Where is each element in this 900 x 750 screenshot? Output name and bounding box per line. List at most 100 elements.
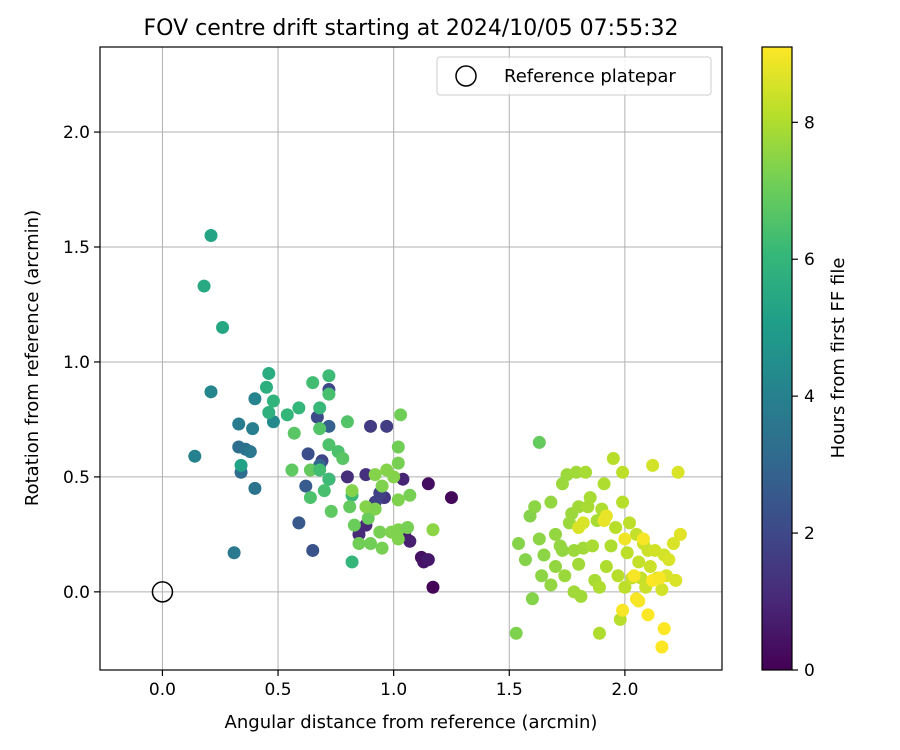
data-point [352,537,366,551]
data-point [620,546,634,560]
data-point [666,537,680,551]
reference-point-marker [151,581,174,603]
data-point [662,553,676,567]
data-point [266,394,280,408]
colorbar-tick-label: 6 [804,250,815,270]
data-point [586,539,600,553]
data-point [285,463,299,477]
y-tick-label: 2.0 [63,123,90,143]
data-point [306,376,320,390]
legend: Reference platepar [436,56,712,96]
data-point [322,387,336,401]
data-point [361,511,375,525]
data-point [632,594,646,608]
data-point [345,555,359,569]
data-point [391,456,405,470]
data-point [403,534,417,548]
colorbar-tick-label: 0 [804,661,815,681]
data-point [555,543,569,557]
data-point [653,571,667,585]
data-point [657,622,671,636]
data-point [606,452,620,466]
data-point [301,447,315,461]
grid-lines [100,47,722,670]
chart-title: FOV centre drift starting at 2024/10/05 … [144,16,679,41]
x-axis-label: Angular distance from reference (arcmin) [225,712,598,733]
data-point [322,438,336,452]
data-point [599,560,613,574]
data-point [375,541,389,555]
data-point [204,229,218,243]
y-tick-label: 1.5 [63,238,90,258]
data-point [340,470,354,484]
data-point [426,523,440,537]
colorbar-ticks: 0 2 4 6 8 [792,113,815,681]
data-point [391,532,405,546]
data-point [322,369,336,383]
x-tick-label: 0.5 [265,680,292,700]
data-point [641,608,655,622]
data-point [359,468,373,482]
data-point [609,520,623,534]
data-point [618,580,632,594]
legend-label-reference: Reference platepar [504,66,676,87]
data-point [616,603,630,617]
data-point [303,463,317,477]
data-point [444,491,458,505]
legend-marker-reference [455,65,477,87]
data-point [248,481,262,495]
data-point [616,465,630,479]
data-point [592,626,606,640]
data-point [655,583,669,597]
data-point [227,546,241,560]
data-point [421,477,435,491]
data-point [549,560,563,574]
data-point [336,452,350,466]
data-point [401,520,415,534]
data-point [632,555,646,569]
plot-area [99,46,723,671]
data-point [403,488,417,502]
data-point [604,539,618,553]
x-tick-label: 1.0 [380,680,407,700]
data-point [262,366,276,380]
data-point [509,626,523,640]
data-point [544,495,558,509]
data-point [234,458,248,472]
data-point [292,401,306,415]
data-point [655,640,669,654]
data-point [259,380,273,394]
data-point [583,491,597,505]
data-point [243,445,257,459]
data-point [364,537,378,551]
data-point [572,557,586,571]
data-point [287,426,301,440]
colorbar-label: Hours from first FF file [828,258,849,459]
data-point [426,580,440,594]
data-point [643,560,657,574]
data-point [671,465,685,479]
data-point [368,502,382,516]
data-point [248,392,262,406]
data-point [646,458,660,472]
colorbar-tick-label: 2 [804,524,815,544]
data-point [313,401,327,415]
y-tick-label: 1.0 [63,353,90,373]
data-point [558,569,572,583]
data-point [246,422,260,436]
data-point [532,532,546,546]
legend-box [436,56,712,96]
colorbar-tick-label: 4 [804,387,815,407]
data-point [535,569,549,583]
data-point [572,500,586,514]
data-point [347,518,361,532]
data-point [380,419,394,433]
data-point [387,470,401,484]
data-point [636,532,650,546]
data-point [313,463,327,477]
data-point [317,484,331,498]
data-point [673,527,687,541]
data-point [324,504,338,518]
data-point [375,479,389,493]
